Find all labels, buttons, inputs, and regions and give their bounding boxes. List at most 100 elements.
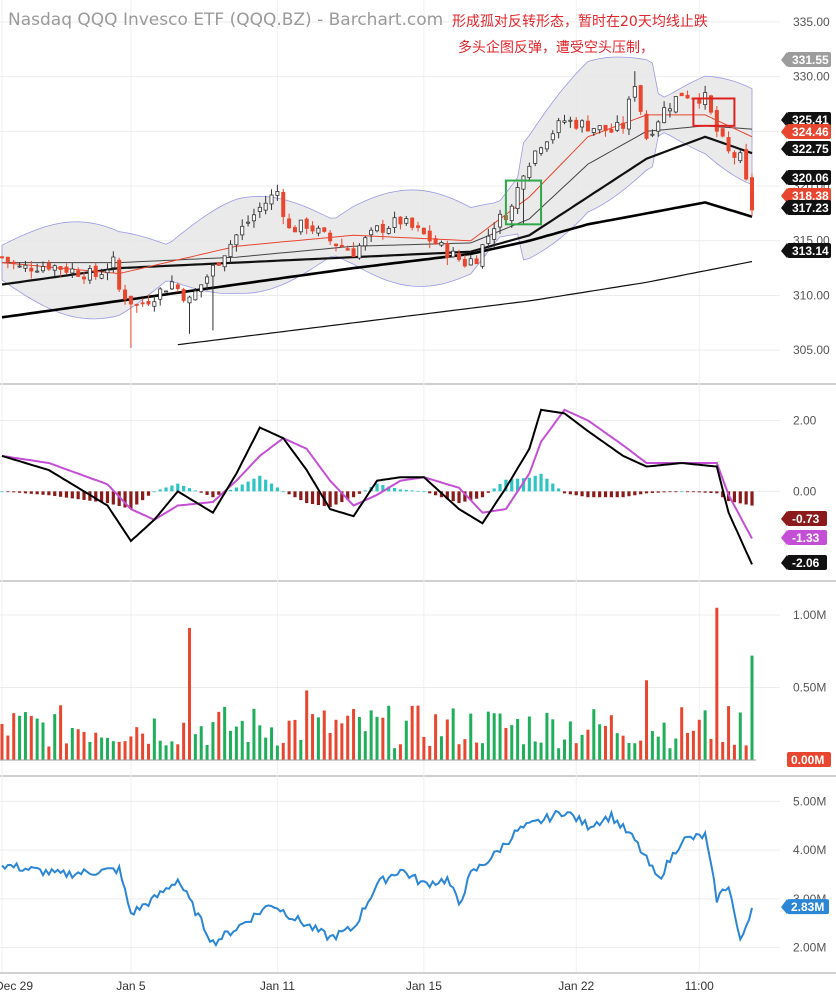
candle — [416, 221, 421, 232]
candle-body — [480, 244, 485, 267]
volume-bar — [674, 738, 678, 760]
candle-body — [339, 244, 344, 248]
candle-body — [515, 187, 520, 209]
volume-bar — [697, 719, 701, 760]
candle-body — [726, 137, 731, 152]
candle-body — [398, 216, 403, 225]
candle — [667, 103, 672, 118]
volume-bar — [311, 714, 315, 760]
candle-body — [656, 121, 661, 132]
price-tag-label: 320.06 — [792, 171, 829, 185]
macd-histogram-bar — [492, 488, 496, 492]
volume-bar — [662, 722, 666, 760]
macd-tag-label: -2.06 — [792, 556, 820, 570]
candle — [257, 202, 262, 218]
candle-body — [76, 270, 81, 277]
candle — [562, 114, 567, 125]
volume-bar — [64, 743, 68, 760]
candle — [673, 96, 678, 114]
candle — [304, 217, 309, 235]
candle-body — [345, 248, 350, 251]
average-volume-line — [1, 809, 753, 948]
volume-bar — [240, 720, 244, 760]
volume-bar — [305, 690, 309, 760]
volume-bar — [211, 722, 215, 760]
macd-histogram-bar — [17, 491, 22, 493]
volume-bar — [650, 731, 654, 760]
volume-bar — [6, 735, 10, 760]
macd-histogram-bar — [627, 491, 631, 497]
candle — [158, 287, 163, 306]
candle — [568, 116, 573, 128]
macd-histogram-bar — [0, 491, 4, 493]
price-tag-bg — [787, 170, 831, 185]
volume-bar — [404, 720, 408, 760]
macd-histogram-bar — [141, 491, 145, 501]
candle — [251, 208, 256, 228]
candle-body — [662, 107, 667, 124]
candle-body — [41, 266, 46, 272]
volume-bar — [574, 743, 578, 760]
volume-bar — [164, 745, 168, 760]
volume-bar — [346, 715, 350, 760]
macd-histogram-bar — [732, 491, 737, 503]
annotation-reversal: 形成孤对反转形态，暂时在20天均线止跌 — [452, 14, 708, 30]
price-tag: 331.55 — [781, 52, 831, 67]
candle — [421, 227, 426, 235]
candle-body — [621, 122, 626, 129]
volume-bar — [117, 741, 121, 760]
candle-body — [128, 295, 133, 305]
candle — [93, 262, 98, 280]
candle-body — [99, 274, 104, 279]
candle — [164, 290, 169, 293]
macd-histogram-bar — [416, 490, 420, 492]
macd-histogram-bar — [70, 491, 74, 499]
candle-body — [187, 296, 192, 304]
candle-body — [474, 258, 479, 265]
macd-histogram-bar — [480, 491, 485, 498]
candle — [205, 274, 210, 291]
candle — [210, 263, 215, 331]
macd-histogram-bar — [293, 491, 297, 498]
price-tag-pointer — [781, 112, 787, 127]
volume-bar — [170, 741, 174, 760]
volume-bar — [645, 680, 649, 760]
price-tag-label: 324.46 — [792, 125, 829, 139]
macd-histogram-bar — [146, 491, 151, 496]
candle-body — [544, 141, 549, 150]
volume-bar — [504, 727, 508, 760]
macd-histogram-bar — [123, 491, 127, 508]
candle-body — [380, 223, 385, 233]
volume-bar — [0, 723, 4, 760]
volume-bar — [451, 708, 455, 760]
macd-histogram-bar — [428, 491, 432, 494]
candle — [662, 101, 667, 124]
volume-bar — [275, 745, 279, 760]
candle — [99, 268, 104, 280]
macd-histogram-bar — [12, 491, 16, 493]
candle-body — [404, 218, 409, 224]
macd-tag: -2.06 — [781, 555, 827, 570]
price-tag-label: 318.38 — [792, 189, 829, 203]
candle — [744, 143, 749, 181]
volume-bar — [363, 731, 367, 760]
candle-body — [281, 191, 286, 217]
candle — [140, 298, 145, 307]
avg-volume-panel — [0, 777, 836, 972]
volume-bar — [604, 725, 608, 760]
macd-histogram-bar — [310, 491, 315, 505]
volume-bar — [334, 719, 338, 760]
volume-bar — [47, 746, 51, 760]
candle — [626, 96, 631, 136]
candle-body — [585, 120, 590, 132]
candle — [468, 254, 473, 266]
candle-body — [175, 284, 180, 290]
macd-histogram-bar — [275, 487, 279, 492]
candle — [82, 271, 87, 284]
macd-histogram-bar — [94, 491, 98, 502]
volume-bar — [715, 607, 719, 760]
macd-tag: -1.33 — [781, 530, 827, 545]
volume-tag-label: 0.00M — [791, 753, 824, 767]
avg-volume-tag: 2.83M — [781, 899, 829, 915]
candle — [603, 124, 608, 137]
